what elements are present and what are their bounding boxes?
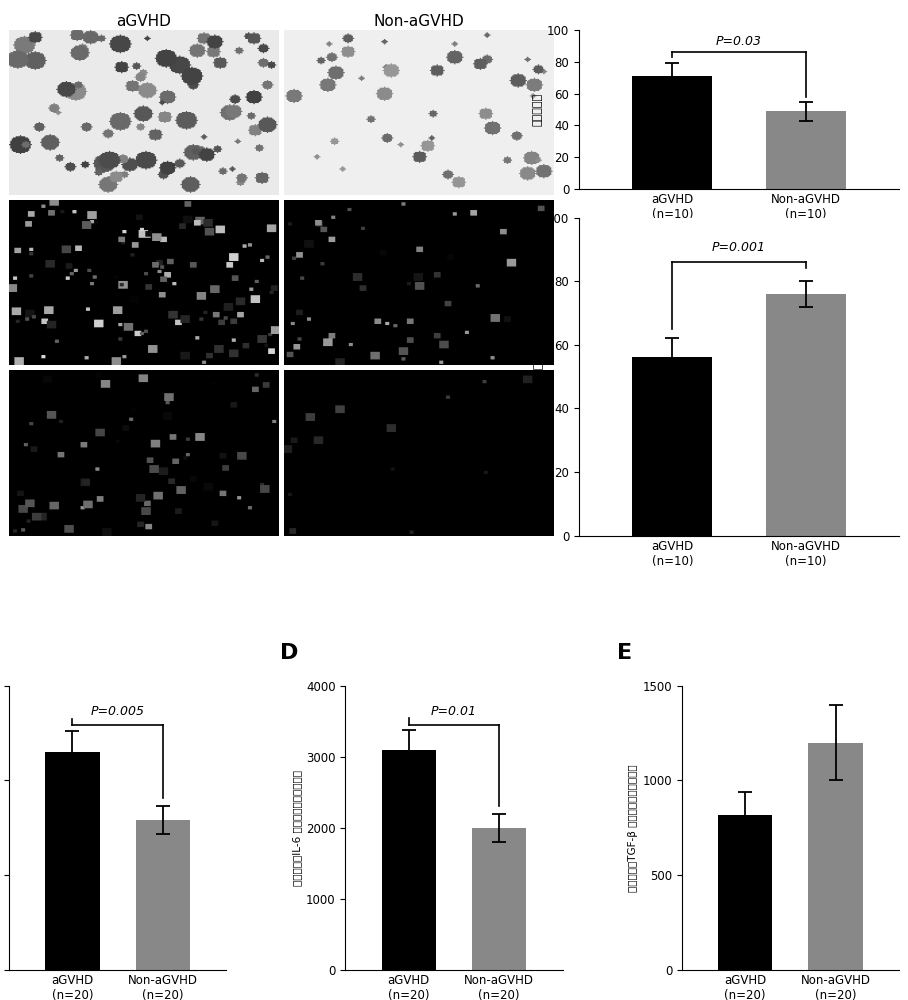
Bar bbox=[632, 76, 712, 189]
Bar bbox=[632, 357, 712, 536]
Bar bbox=[765, 294, 845, 536]
Bar bbox=[472, 828, 527, 970]
Title: aGVHD: aGVHD bbox=[116, 14, 172, 29]
Y-axis label: 吞噬细胞比例（%）: 吞噬细胞比例（%） bbox=[533, 345, 543, 408]
Bar bbox=[718, 815, 773, 970]
Y-axis label: 巨噬细胞内TGF-β 水平（平均荧光强度）: 巨噬细胞内TGF-β 水平（平均荧光强度） bbox=[628, 764, 638, 892]
Bar bbox=[135, 820, 190, 970]
Text: P=0.005: P=0.005 bbox=[91, 705, 144, 718]
Y-axis label: 迁移细胞数: 迁移细胞数 bbox=[533, 93, 543, 126]
Bar bbox=[765, 111, 845, 189]
Y-axis label: 巨噬细胞内IL-6 水平（平均荧光强度）: 巨噬细胞内IL-6 水平（平均荧光强度） bbox=[292, 770, 302, 886]
Title: Non-aGVHD: Non-aGVHD bbox=[373, 14, 464, 29]
Text: P=0.03: P=0.03 bbox=[716, 35, 762, 48]
Bar bbox=[45, 752, 100, 970]
Text: D: D bbox=[281, 643, 299, 663]
Text: P=0.001: P=0.001 bbox=[712, 241, 766, 254]
Bar bbox=[381, 750, 436, 970]
Text: P=0.01: P=0.01 bbox=[431, 705, 477, 718]
Text: E: E bbox=[617, 643, 632, 663]
Bar bbox=[808, 743, 863, 970]
